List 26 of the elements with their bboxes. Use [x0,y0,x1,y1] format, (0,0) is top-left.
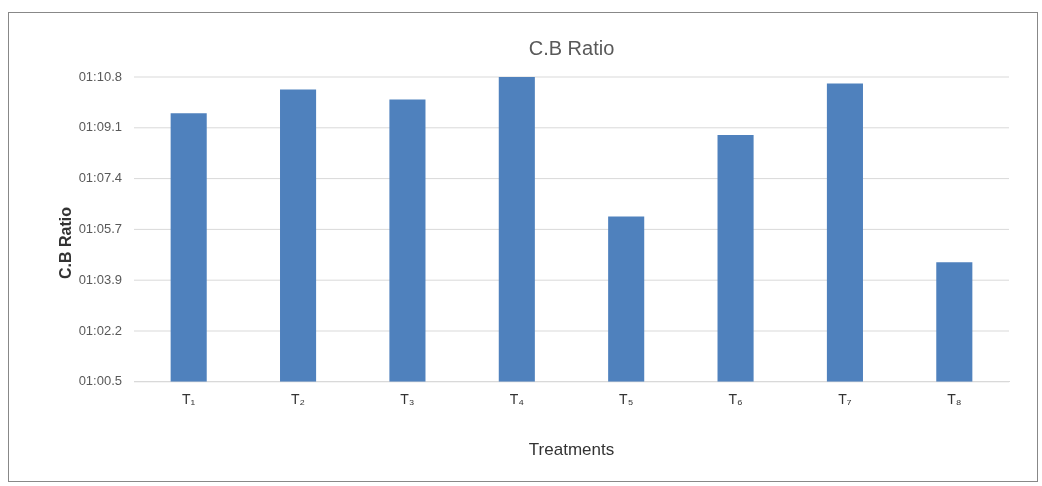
x-tick-label: T₁ [182,391,196,408]
text: 01:10.8 [78,68,122,84]
text: 01:09.1 [78,119,122,135]
y-axis-title: C.B Ratio [57,207,75,279]
text: 01:05.7 [78,220,122,236]
text: 01:03.9 [78,271,122,287]
x-tick-label: T₅ [619,391,634,408]
x-tick-label: T₄ [509,391,525,408]
x-tick-label: T₇ [838,391,852,408]
x-tick-label: T₃ [400,391,415,408]
bar [280,89,317,382]
x-axis-title: Treatments [528,440,615,460]
bar [826,83,863,382]
x-tick-label: T₂ [291,391,306,408]
bar [608,216,645,382]
text: 01:00.5 [78,373,122,389]
bar [389,99,426,382]
chart-title: C.B Ratio [528,36,615,59]
text: 01:07.4 [78,170,122,186]
bar [717,134,754,382]
bar [936,262,973,382]
bar [498,77,535,382]
text: 01:02.2 [78,322,122,338]
bar [170,113,207,382]
x-tick-label: T₆ [728,391,743,408]
x-tick-label: T₈ [947,391,962,408]
